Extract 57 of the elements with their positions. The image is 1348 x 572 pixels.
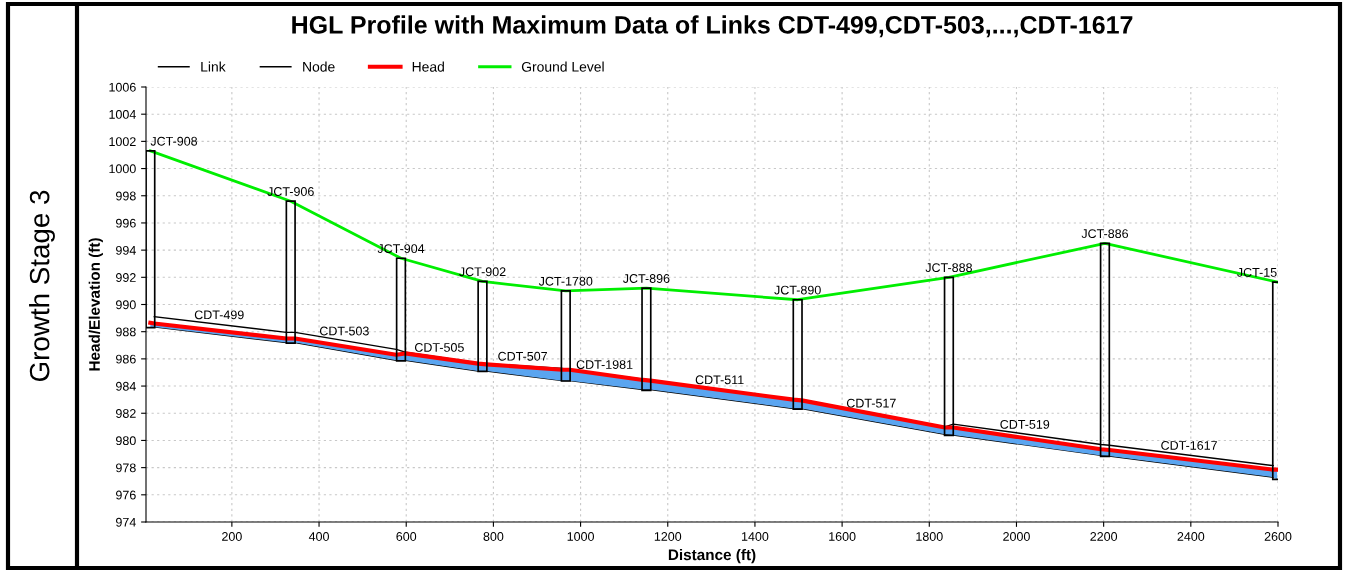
y-tick-label: 992: [116, 273, 136, 282]
y-tick-label: 1006: [109, 82, 136, 92]
x-tick-label: 2200: [1090, 532, 1118, 541]
x-tick-label: 1800: [916, 532, 943, 541]
annotation: JCT-1780: [538, 276, 593, 286]
y-tick-label: 976: [116, 490, 136, 500]
legend-label: Head: [412, 61, 444, 72]
text: Growth Stage 3: [29, 190, 55, 382]
annotation: JCT-896: [622, 274, 670, 283]
y-tick-label: 990: [116, 300, 136, 310]
y-tick-label: 984: [116, 381, 136, 391]
chart-title: HGL Profile with Maximum Data of Links CDT-499,CDT-503,...,CDT-1617: [292, 15, 1133, 38]
annotation: JCT-888: [925, 263, 972, 273]
y-tick-label: 1002: [109, 137, 136, 147]
annotation: JCT-890: [774, 285, 821, 295]
y-tick-label: 994: [116, 245, 136, 255]
legend-label: Ground Level: [521, 61, 604, 72]
annotation: CDT-519: [1000, 419, 1050, 429]
annotation: CDT-503: [319, 326, 369, 336]
legend-label: Node: [303, 61, 335, 72]
x-tick-label: 1600: [829, 532, 856, 541]
y-tick-label: 978: [116, 463, 136, 473]
annotation: JCT-902: [459, 267, 506, 277]
x-tick-label: 1000: [567, 532, 594, 541]
x-tick-label: 600: [396, 532, 417, 541]
y-tick-label: 988: [116, 327, 136, 337]
y-axis-title: Head/Elevation (ft): [88, 238, 103, 371]
annotation: JCT-908: [150, 136, 198, 146]
annotation: CDT-511: [695, 375, 744, 385]
x-tick-label: 2600: [1264, 532, 1292, 541]
annotation: CDT-505: [414, 343, 464, 352]
x-tick-label: 1200: [654, 532, 682, 541]
legend-label: Link: [201, 61, 226, 72]
y-tick-label: 1000: [109, 164, 136, 174]
annotation: CDT-517: [846, 398, 896, 408]
x-tick-label: 800: [483, 532, 504, 541]
x-tick-label: 2400: [1177, 532, 1205, 541]
y-tick-label: 986: [116, 354, 136, 364]
annotation: JCT-906: [267, 187, 314, 196]
y-tick-label: 982: [116, 409, 136, 418]
annotation: JCT-886: [1081, 229, 1129, 239]
annotation: CDT-1981: [576, 360, 633, 369]
x-tick-label: 1400: [741, 532, 769, 541]
y-tick-label: 996: [116, 218, 136, 228]
x-tick-label: 200: [222, 532, 242, 541]
x-tick-label: 400: [308, 532, 329, 541]
y-tick-label: 980: [116, 436, 136, 446]
y-tick-label: 998: [116, 191, 136, 201]
line-series: [148, 149, 1278, 302]
x-axis-title: Distance (ft): [668, 548, 756, 564]
y-tick-label: 1004: [109, 109, 136, 119]
y-tick-label: 974: [116, 517, 136, 527]
x-tick-label: 2000: [1003, 532, 1030, 541]
annotation: JCT-15: [1237, 267, 1277, 277]
annotation: CDT-499: [194, 310, 244, 320]
annotation: CDT-1617: [1161, 441, 1217, 450]
annotation: CDT-507: [498, 351, 547, 361]
